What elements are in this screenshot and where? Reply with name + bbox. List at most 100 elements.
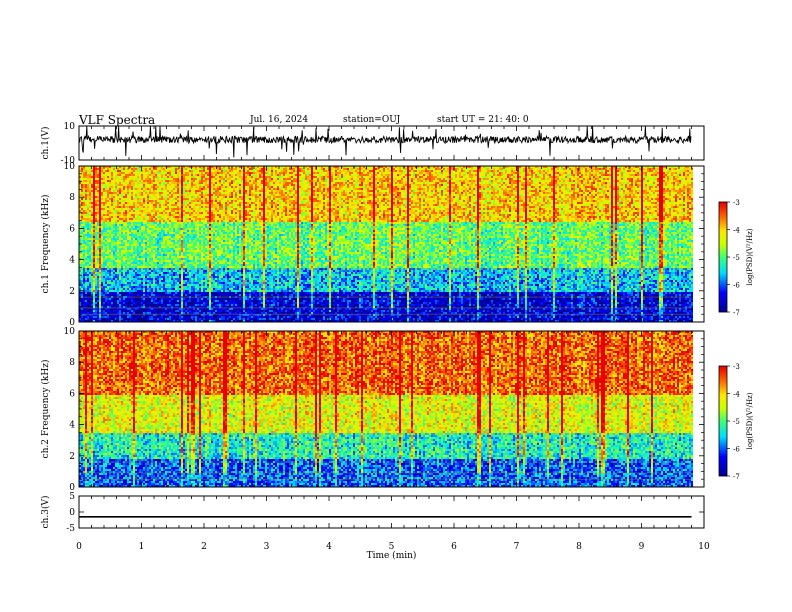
spectrogram-cell (189, 258, 191, 260)
spectrogram-cell (153, 178, 155, 180)
spectrogram-cell (139, 192, 141, 194)
spectrogram-cell (165, 298, 167, 300)
spectrogram-cell (163, 248, 165, 250)
spectrogram-cell (147, 260, 149, 262)
spectrogram-cell (165, 250, 167, 252)
spectrogram-cell (121, 224, 123, 226)
spectrogram-cell (151, 202, 153, 204)
spectrogram-cell (99, 318, 101, 320)
spectrogram-cell (141, 262, 143, 264)
spectrogram-cell (125, 170, 127, 172)
spectrogram-cell (101, 300, 103, 302)
spectrogram-cell (91, 226, 93, 228)
spectrogram-cell (159, 236, 161, 238)
spectrogram-cell (167, 312, 169, 314)
spectrogram-cell (141, 258, 143, 260)
spectrogram-cell (117, 290, 119, 292)
spectrogram-cell (91, 286, 93, 288)
spectrogram-cell (135, 258, 137, 260)
spectrogram-cell (145, 186, 147, 188)
spectrogram-cell (81, 270, 83, 272)
spectrogram-cell (121, 218, 123, 220)
spectrogram-cell (193, 190, 195, 192)
spectrogram-cell (183, 310, 185, 312)
spectrogram-cell (129, 172, 131, 174)
spectrogram-cell (95, 256, 97, 258)
spectrogram-cell (133, 176, 135, 178)
spectrogram-cell (103, 214, 105, 216)
spectrogram-cell (175, 266, 177, 268)
spectrogram-cell (159, 240, 161, 242)
spectrogram-cell (177, 202, 179, 204)
spectrogram-cell (191, 184, 193, 186)
spectrogram-cell (101, 310, 103, 312)
spectrogram-cell (171, 200, 173, 202)
spectrogram-cell (105, 288, 107, 290)
spectrogram-cell (157, 318, 159, 320)
spectrogram-cell (117, 246, 119, 248)
spectrogram-cell (123, 240, 125, 242)
spectrogram-cell (121, 226, 123, 228)
spectrogram-cell (93, 220, 95, 222)
spectrogram-cell (153, 246, 155, 248)
spectrogram-cell (193, 242, 195, 244)
spectrogram-cell (165, 290, 167, 292)
spectrogram-cell (105, 174, 107, 176)
spectrogram-cell (93, 198, 95, 200)
spectrogram-cell (111, 248, 113, 250)
spectrogram-cell (169, 256, 171, 258)
spectrogram-cell (97, 278, 99, 280)
spectrogram-cell (123, 194, 125, 196)
spectrogram-cell (101, 176, 103, 178)
spectrogram-cell (141, 304, 143, 306)
spectrogram-cell (153, 226, 155, 228)
spectrogram-cell (133, 212, 135, 214)
spectrogram-cell (191, 274, 193, 276)
spectrogram-cell (141, 212, 143, 214)
spectrogram-cell (87, 244, 89, 246)
spectrogram-cell (137, 260, 139, 262)
spectrogram-cell (141, 234, 143, 236)
spectrogram-cell (105, 208, 107, 210)
spectrogram-cell (175, 218, 177, 220)
spectrogram-cell (147, 182, 149, 184)
spectrogram-cell (153, 274, 155, 276)
spectrogram-cell (161, 222, 163, 224)
spectrogram-cell (101, 192, 103, 194)
spectrogram-cell (119, 240, 121, 242)
spectrogram-cell (99, 220, 101, 222)
spectrogram-cell (157, 270, 159, 272)
spectrogram-cell (97, 198, 99, 200)
spectrogram-cell (181, 310, 183, 312)
spectrogram-cell (193, 288, 195, 290)
spectrogram-cell (99, 240, 101, 242)
spectrogram-cell (155, 266, 157, 268)
spectrogram-cell (93, 204, 95, 206)
spectrogram-cell (103, 274, 105, 276)
spectrogram-cell (119, 300, 121, 302)
spectrogram-cell (93, 186, 95, 188)
spectrogram-cell (145, 192, 147, 194)
spectrogram-cell (91, 260, 93, 262)
spectrogram-cell (193, 186, 195, 188)
spectrogram-cell (169, 202, 171, 204)
spectrogram-cell (97, 316, 99, 318)
spectrogram-cell (103, 220, 105, 222)
spectrogram-cell (81, 272, 83, 274)
spectrogram-cell (115, 200, 117, 202)
spectrogram-cell (165, 216, 167, 218)
spectrogram-cell (107, 218, 109, 220)
spectrogram-cell (159, 228, 161, 230)
spectrogram-cell (165, 234, 167, 236)
spectrogram-cell (119, 212, 121, 214)
spectrogram-cell (153, 270, 155, 272)
spectrogram-cell (143, 288, 145, 290)
spectrogram-cell (163, 170, 165, 172)
spectrogram-cell (165, 212, 167, 214)
spectrogram-cell (91, 262, 93, 264)
spectrogram-cell (147, 212, 149, 214)
spectrogram-cell (93, 274, 95, 276)
spectrogram-cell (157, 204, 159, 206)
spectrogram-cell (111, 254, 113, 256)
spectrogram-cell (121, 294, 123, 296)
